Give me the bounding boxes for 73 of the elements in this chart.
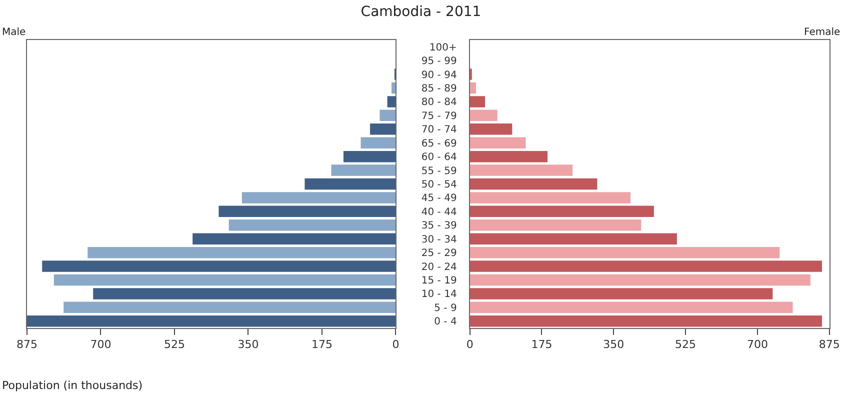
x-tick-label: 525 (164, 338, 185, 352)
y-tick-label: 100+ (429, 42, 457, 54)
bar (470, 288, 773, 300)
bar (470, 206, 654, 218)
y-tick-label: 10 - 14 (421, 289, 457, 300)
y-tick-label: 45 - 49 (421, 193, 457, 204)
bar (470, 96, 486, 108)
y-tick-label: 65 - 69 (421, 138, 457, 150)
chart-title: Cambodia - 2011 (360, 4, 482, 20)
bar (343, 150, 396, 162)
bar (470, 164, 573, 176)
y-tick-label: 15 - 19 (421, 276, 457, 286)
bar (470, 150, 548, 162)
bar (54, 274, 396, 286)
bar (192, 233, 396, 244)
x-tick-label: 350 (603, 338, 624, 352)
bar (380, 110, 396, 122)
y-tick-label: 50 - 54 (421, 180, 457, 190)
bar (470, 178, 598, 190)
y-tick-label: 35 - 39 (421, 220, 457, 232)
y-tick-label: 85 - 89 (421, 84, 457, 94)
bar (470, 192, 630, 204)
bar (304, 178, 396, 190)
bar (88, 246, 396, 258)
y-tick-label: 25 - 29 (421, 248, 457, 260)
bar (470, 82, 476, 94)
y-tick-label: 0 - 4 (434, 316, 457, 328)
y-tick-label: 75 - 79 (421, 110, 457, 122)
x-tick-label: 875 (818, 338, 840, 352)
bar (242, 192, 396, 204)
text: Female (804, 27, 840, 38)
bar (470, 246, 780, 258)
y-tick-label: 30 - 34 (421, 234, 457, 246)
y-tick-label: 5 - 9 (434, 302, 457, 314)
x-tick-label: 0 (466, 338, 474, 352)
bar (331, 164, 396, 176)
bar (470, 316, 822, 327)
x-tick-label: 875 (16, 338, 38, 352)
x-tick-label: 700 (746, 338, 768, 352)
bar (218, 206, 396, 218)
bar (470, 110, 498, 122)
x-tick-label: 700 (90, 338, 112, 352)
bar (26, 316, 396, 327)
x-tick-label: 525 (675, 338, 696, 352)
bar (470, 220, 642, 231)
bar (370, 124, 396, 135)
x-tick-label: 0 (392, 338, 400, 352)
x-tick-label: 175 (531, 338, 552, 352)
bar (470, 274, 810, 286)
y-tick-label: 90 - 94 (421, 70, 457, 81)
x-tick-label: 175 (311, 338, 332, 352)
y-tick-label: 80 - 84 (421, 97, 457, 108)
bar (470, 260, 822, 272)
bar (42, 260, 396, 272)
y-tick-label: 95 - 99 (421, 56, 457, 68)
bar (470, 124, 512, 135)
bar (470, 302, 793, 314)
bar (470, 233, 677, 244)
bar (360, 137, 396, 148)
y-tick-label: 60 - 64 (421, 152, 457, 164)
text: Male (2, 27, 26, 38)
bar (387, 96, 396, 108)
y-tick-label: 55 - 59 (421, 166, 457, 177)
x-axis-title: Population (in thousands) (2, 379, 143, 392)
bar (470, 137, 526, 148)
bar (392, 82, 396, 94)
y-tick-label: 70 - 74 (421, 124, 457, 136)
y-tick-label: 20 - 24 (421, 262, 457, 273)
y-tick-label: 40 - 44 (421, 206, 457, 218)
bar (93, 288, 396, 300)
bar (64, 302, 396, 314)
x-tick-label: 350 (238, 338, 259, 352)
bar (228, 220, 396, 231)
